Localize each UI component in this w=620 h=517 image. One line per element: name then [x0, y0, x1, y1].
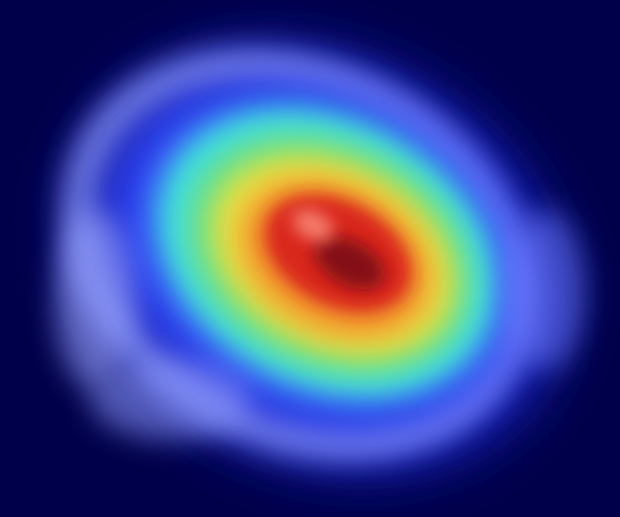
lower-left-halo	[90, 360, 250, 440]
core-highlight	[292, 209, 334, 242]
dark-core	[314, 236, 385, 290]
right-halo	[505, 210, 585, 370]
left-halo-streak	[55, 210, 135, 390]
